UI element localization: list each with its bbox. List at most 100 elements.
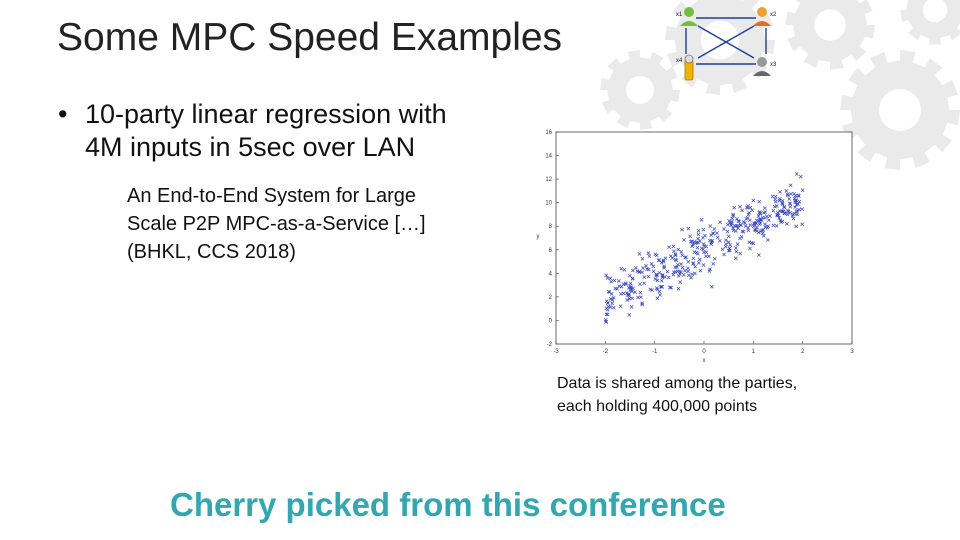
scatter-point [724,238,728,243]
scatter-point [702,244,707,248]
scatter-point [763,225,768,229]
scatter-point [743,224,748,228]
scatter-point [671,270,676,275]
gear-hole [700,20,740,60]
scatter-point [782,211,787,215]
reference-line2: Scale P2P MPC-as-a-Service […] [127,213,426,235]
scatter-point [680,265,685,270]
scatter-point [795,208,800,213]
scatter-point [699,217,704,222]
scatter-point [796,194,801,199]
scatter-point [667,245,671,250]
scatter-point [604,312,609,317]
scatter-point [761,233,766,238]
scatter-point [785,192,790,197]
scatter-point [621,282,626,287]
scatter-point [636,295,640,300]
scatter-point [775,210,780,215]
scatter-point [609,292,614,296]
scatter-point [774,224,779,228]
scatter-point [686,269,690,274]
scatter-point [646,274,651,279]
scatter-point [690,272,694,277]
party-label-2: x2 [770,12,777,18]
scatter-point [651,264,656,269]
scatter-point [708,267,712,272]
scatter-point [773,199,778,204]
scatter-point [642,281,646,286]
scatter-point [655,278,660,283]
scatter-point [640,301,644,306]
scatter-point [715,231,719,235]
scatter-point [795,212,799,217]
scatter-point [798,174,803,179]
x-tick-label: 3 [850,349,854,355]
scatter-point [604,273,609,278]
scatter-point [727,219,732,223]
x-tick-label: 1 [752,349,756,355]
scatter-point [697,257,702,262]
scatter-point [654,274,659,278]
scatter-point [768,214,772,218]
scatter-point [794,172,799,176]
scatter-point [606,304,611,309]
scatter-point [623,281,628,286]
gear-hole [814,9,846,41]
scatter-point [732,205,737,210]
data-caption: Data is shared among the parties, each h… [557,372,797,418]
scatter-point [794,198,798,202]
scatter-point [696,261,701,265]
y-axis-label: y [537,234,540,240]
scatter-point [619,266,624,271]
scatter-point [642,275,647,280]
scatter-point [682,237,686,242]
scatter-point [770,194,775,199]
scatter-point [693,271,697,276]
scatter-point [740,208,744,213]
scatter-point [751,241,756,246]
scatter-point [658,284,663,289]
scatter-point [793,205,797,210]
scatter-point [606,289,611,294]
scatter-point [604,299,609,304]
scatter-point [654,272,659,277]
scatter-point [748,246,752,251]
scatter-point [645,267,649,271]
scatter-point [709,242,714,247]
scatter-point [619,284,624,289]
paper-reference: An End-to-End System for Large Scale P2P… [127,182,426,266]
scatter-point [679,250,684,254]
scatter-point [686,226,691,231]
scatter-point [784,221,789,226]
scatter-point [604,319,609,324]
scatter-point [726,234,731,239]
scatter-point [722,227,726,231]
scatter-point [728,221,732,225]
scatter-point [674,265,679,270]
scatter-point [763,210,768,214]
scatter-point [788,201,792,206]
scatter-point [654,286,659,290]
scatter-point [659,278,664,283]
scatter-point [673,252,678,257]
scatter-point [778,190,782,194]
scatter-point [756,214,761,218]
scatter-point [736,219,741,223]
scatter-point [751,224,756,229]
scatter-point [738,222,743,227]
scatter-point [676,286,681,291]
scatter-point [746,212,751,217]
scatter-point [747,210,752,215]
scatter-point [761,228,766,232]
scatter-point [755,229,759,233]
scatter-point [737,219,742,224]
scatter-point [680,227,684,232]
scatter-point [605,312,610,317]
scatter-point [649,262,654,266]
scatter-point [800,188,805,193]
y-tick-label: -2 [547,342,553,348]
scatter-point [605,307,610,312]
scatter-point [746,203,750,208]
scatter-point [629,305,634,309]
scatter-point [708,238,712,243]
